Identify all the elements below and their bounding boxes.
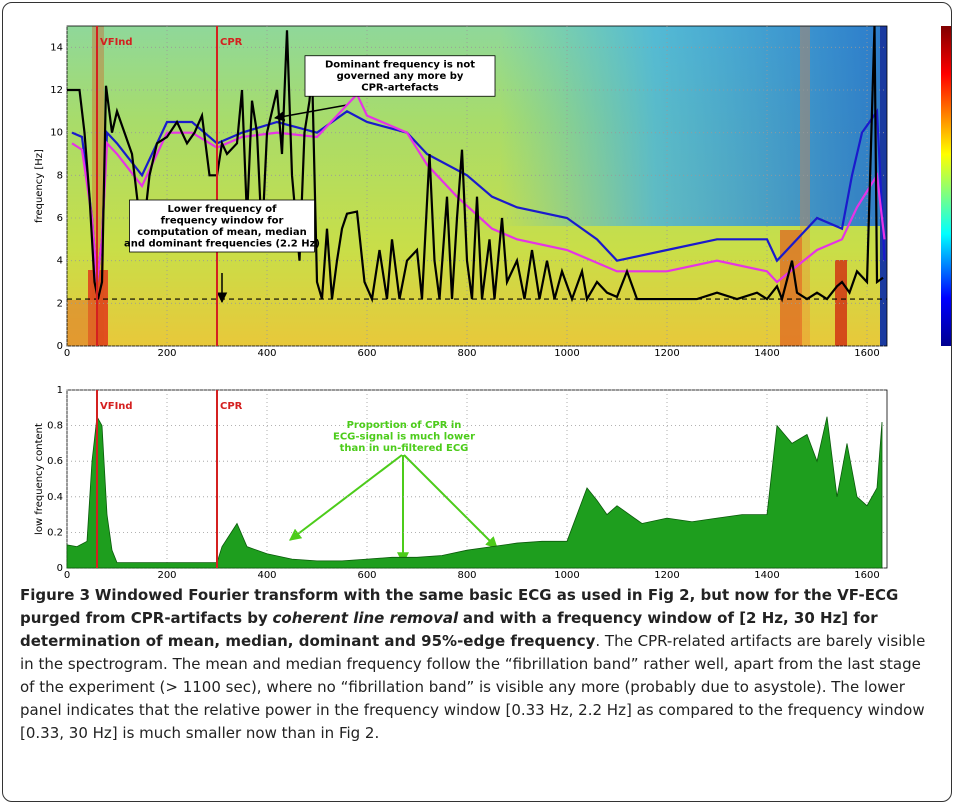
y-tick-label: 10	[50, 128, 63, 139]
annotation-text: computation of mean, median	[137, 227, 306, 238]
caption-title: Windowed Fourier transform with the same…	[20, 586, 899, 627]
x-tick-label: 0	[64, 570, 70, 580]
y-tick-label: 14	[50, 42, 63, 53]
data-line	[67, 26, 884, 303]
annotation-text: than in un-filtered ECG	[340, 443, 469, 454]
y-tick-label: 8	[57, 170, 63, 181]
x-tick-label: 1000	[554, 348, 579, 359]
y-tick-label: 0	[57, 341, 63, 352]
x-tick-label: 800	[457, 348, 476, 359]
y-tick-label: 12	[50, 85, 63, 96]
x-tick-label: 1200	[654, 570, 679, 580]
event-label: CPR	[220, 37, 243, 48]
y-tick-label: 0.8	[47, 421, 63, 432]
x-tick-label: 600	[357, 348, 376, 359]
y-tick-label: 6	[57, 213, 63, 224]
y-tick-label: 0.2	[47, 527, 63, 538]
arrow	[273, 104, 348, 122]
annotation-text: frequency window for	[161, 215, 284, 226]
annotation-text: governed any more by	[337, 71, 464, 82]
x-tick-label: 1400	[754, 570, 779, 580]
x-tick-label: 400	[257, 570, 276, 580]
arrow	[289, 454, 403, 541]
x-tick-label: 1400	[754, 348, 779, 359]
data-line	[71, 108, 886, 283]
annotation-text: Lower frequency of	[167, 204, 277, 215]
annotation-text: Proportion of CPR in	[347, 420, 462, 431]
event-label: CPR	[220, 401, 243, 412]
y-tick-label: 0.4	[47, 492, 63, 503]
caption-label: Figure 3	[20, 586, 91, 604]
x-tick-label: 600	[357, 570, 376, 580]
x-tick-label: 400	[257, 348, 276, 359]
y-tick-label: 0	[57, 563, 63, 574]
figure-caption: Figure 3 Windowed Fourier transform with…	[20, 584, 938, 745]
y-tick-label: 2	[57, 298, 63, 309]
y-axis-label: low frequency content	[34, 423, 45, 535]
annotation-text: and dominant frequencies (2.2 Hz)	[124, 238, 320, 249]
y-tick-label: 4	[57, 256, 63, 267]
annotation-box	[304, 55, 496, 97]
x-tick-label: 1600	[854, 348, 879, 359]
annotation-text: CPR-artefacts	[361, 83, 439, 94]
caption-title: and with a frequency window of [2 Hz, 30…	[20, 609, 878, 650]
y-axis-label: frequency [Hz]	[34, 149, 45, 223]
caption-body: . The CPR-related artifacts are barely v…	[20, 632, 926, 742]
y-tick-label: 1	[57, 385, 63, 396]
annotation-text: Dominant frequency is not	[325, 60, 475, 71]
colorbar	[941, 26, 951, 346]
x-tick-label: 200	[157, 348, 176, 359]
x-tick-label: 1600	[854, 570, 879, 580]
annotation-text: ECG-signal is much lower	[333, 431, 475, 442]
x-tick-label: 200	[157, 570, 176, 580]
x-tick-label: 1000	[554, 570, 579, 580]
x-tick-label: 0	[64, 348, 70, 359]
annotation-box	[129, 199, 315, 253]
caption-title-italic: coherent line removal	[272, 609, 459, 627]
x-tick-label: 1200	[654, 348, 679, 359]
data-line	[71, 92, 886, 284]
arrow	[403, 454, 498, 549]
x-tick-label: 800	[457, 570, 476, 580]
data-area	[66, 415, 883, 569]
y-tick-label: 0.6	[47, 456, 63, 467]
plot-layer	[66, 415, 883, 569]
event-label: VFInd	[100, 37, 133, 48]
plot-layer	[67, 26, 886, 303]
event-label: VFInd	[100, 401, 133, 412]
